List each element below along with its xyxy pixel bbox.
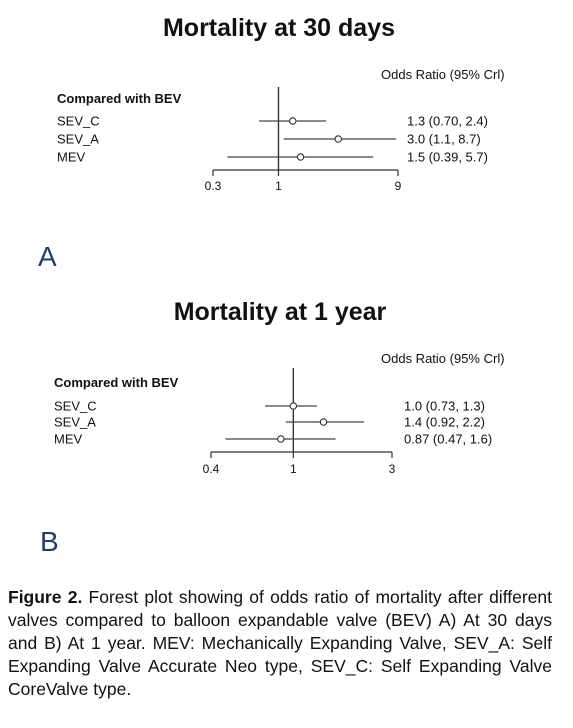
row-header: Compared with BEV: [54, 375, 179, 390]
estimate-text: 0.87 (0.47, 1.6): [404, 432, 492, 447]
x-tick-label: 0.3: [205, 179, 222, 193]
forest-plot-a-svg: Mortality at 30 days Odds Ratio (95% Crl)…: [38, 14, 505, 272]
chart-title: Mortality at 30 days: [163, 14, 395, 42]
estimate-text: 1.4 (0.92, 2.2): [404, 415, 485, 430]
forest-plot-b: Mortality at 1 year Odds Ratio (95% Crl) C…: [0, 288, 573, 568]
chart-title: Mortality at 1 year: [174, 298, 387, 326]
estimate-text: 1.0 (0.73, 1.3): [404, 399, 485, 414]
estimate-text: 3.0 (1.1, 8.7): [407, 132, 481, 147]
forest-plot-a: Mortality at 30 days Odds Ratio (95% Crl)…: [0, 0, 573, 280]
row-label: SEV_A: [57, 132, 99, 147]
x-tick-label: 1: [275, 179, 282, 193]
estimate-text: 1.3 (0.70, 2.4): [407, 114, 488, 129]
x-tick-label: 1: [290, 462, 297, 476]
x-tick-label: 0.4: [203, 462, 220, 476]
panel-letter: B: [40, 526, 59, 557]
point-estimate: [289, 402, 298, 410]
panel-letter: A: [38, 241, 57, 272]
row-label: SEV_C: [54, 399, 97, 414]
x-tick-label: 3: [389, 462, 396, 476]
caption-text: Forest plot showing of odds ratio of mor…: [8, 587, 552, 699]
row-header: Compared with BEV: [57, 91, 182, 106]
caption-label: Figure 2.: [8, 587, 83, 607]
estimate-text: 1.5 (0.39, 5.7): [407, 150, 488, 165]
point-estimate: [319, 418, 328, 426]
odds-ratio-header: Odds Ratio (95% Crl): [381, 351, 505, 366]
point-estimate: [334, 135, 342, 143]
point-estimate: [289, 117, 297, 125]
row-label: SEV_C: [57, 114, 100, 129]
row-label: SEV_A: [54, 415, 96, 430]
odds-ratio-header: Odds Ratio (95% Crl): [381, 67, 505, 82]
figure-caption: Figure 2. Forest plot showing of odds ra…: [8, 586, 552, 701]
forest-plot-b-svg: Mortality at 1 year Odds Ratio (95% Crl) C…: [40, 298, 505, 557]
point-estimate: [296, 153, 305, 161]
row-label: MEV: [54, 432, 83, 447]
x-tick-label: 9: [395, 179, 402, 193]
row-label: MEV: [57, 150, 86, 165]
point-estimate: [277, 435, 285, 443]
